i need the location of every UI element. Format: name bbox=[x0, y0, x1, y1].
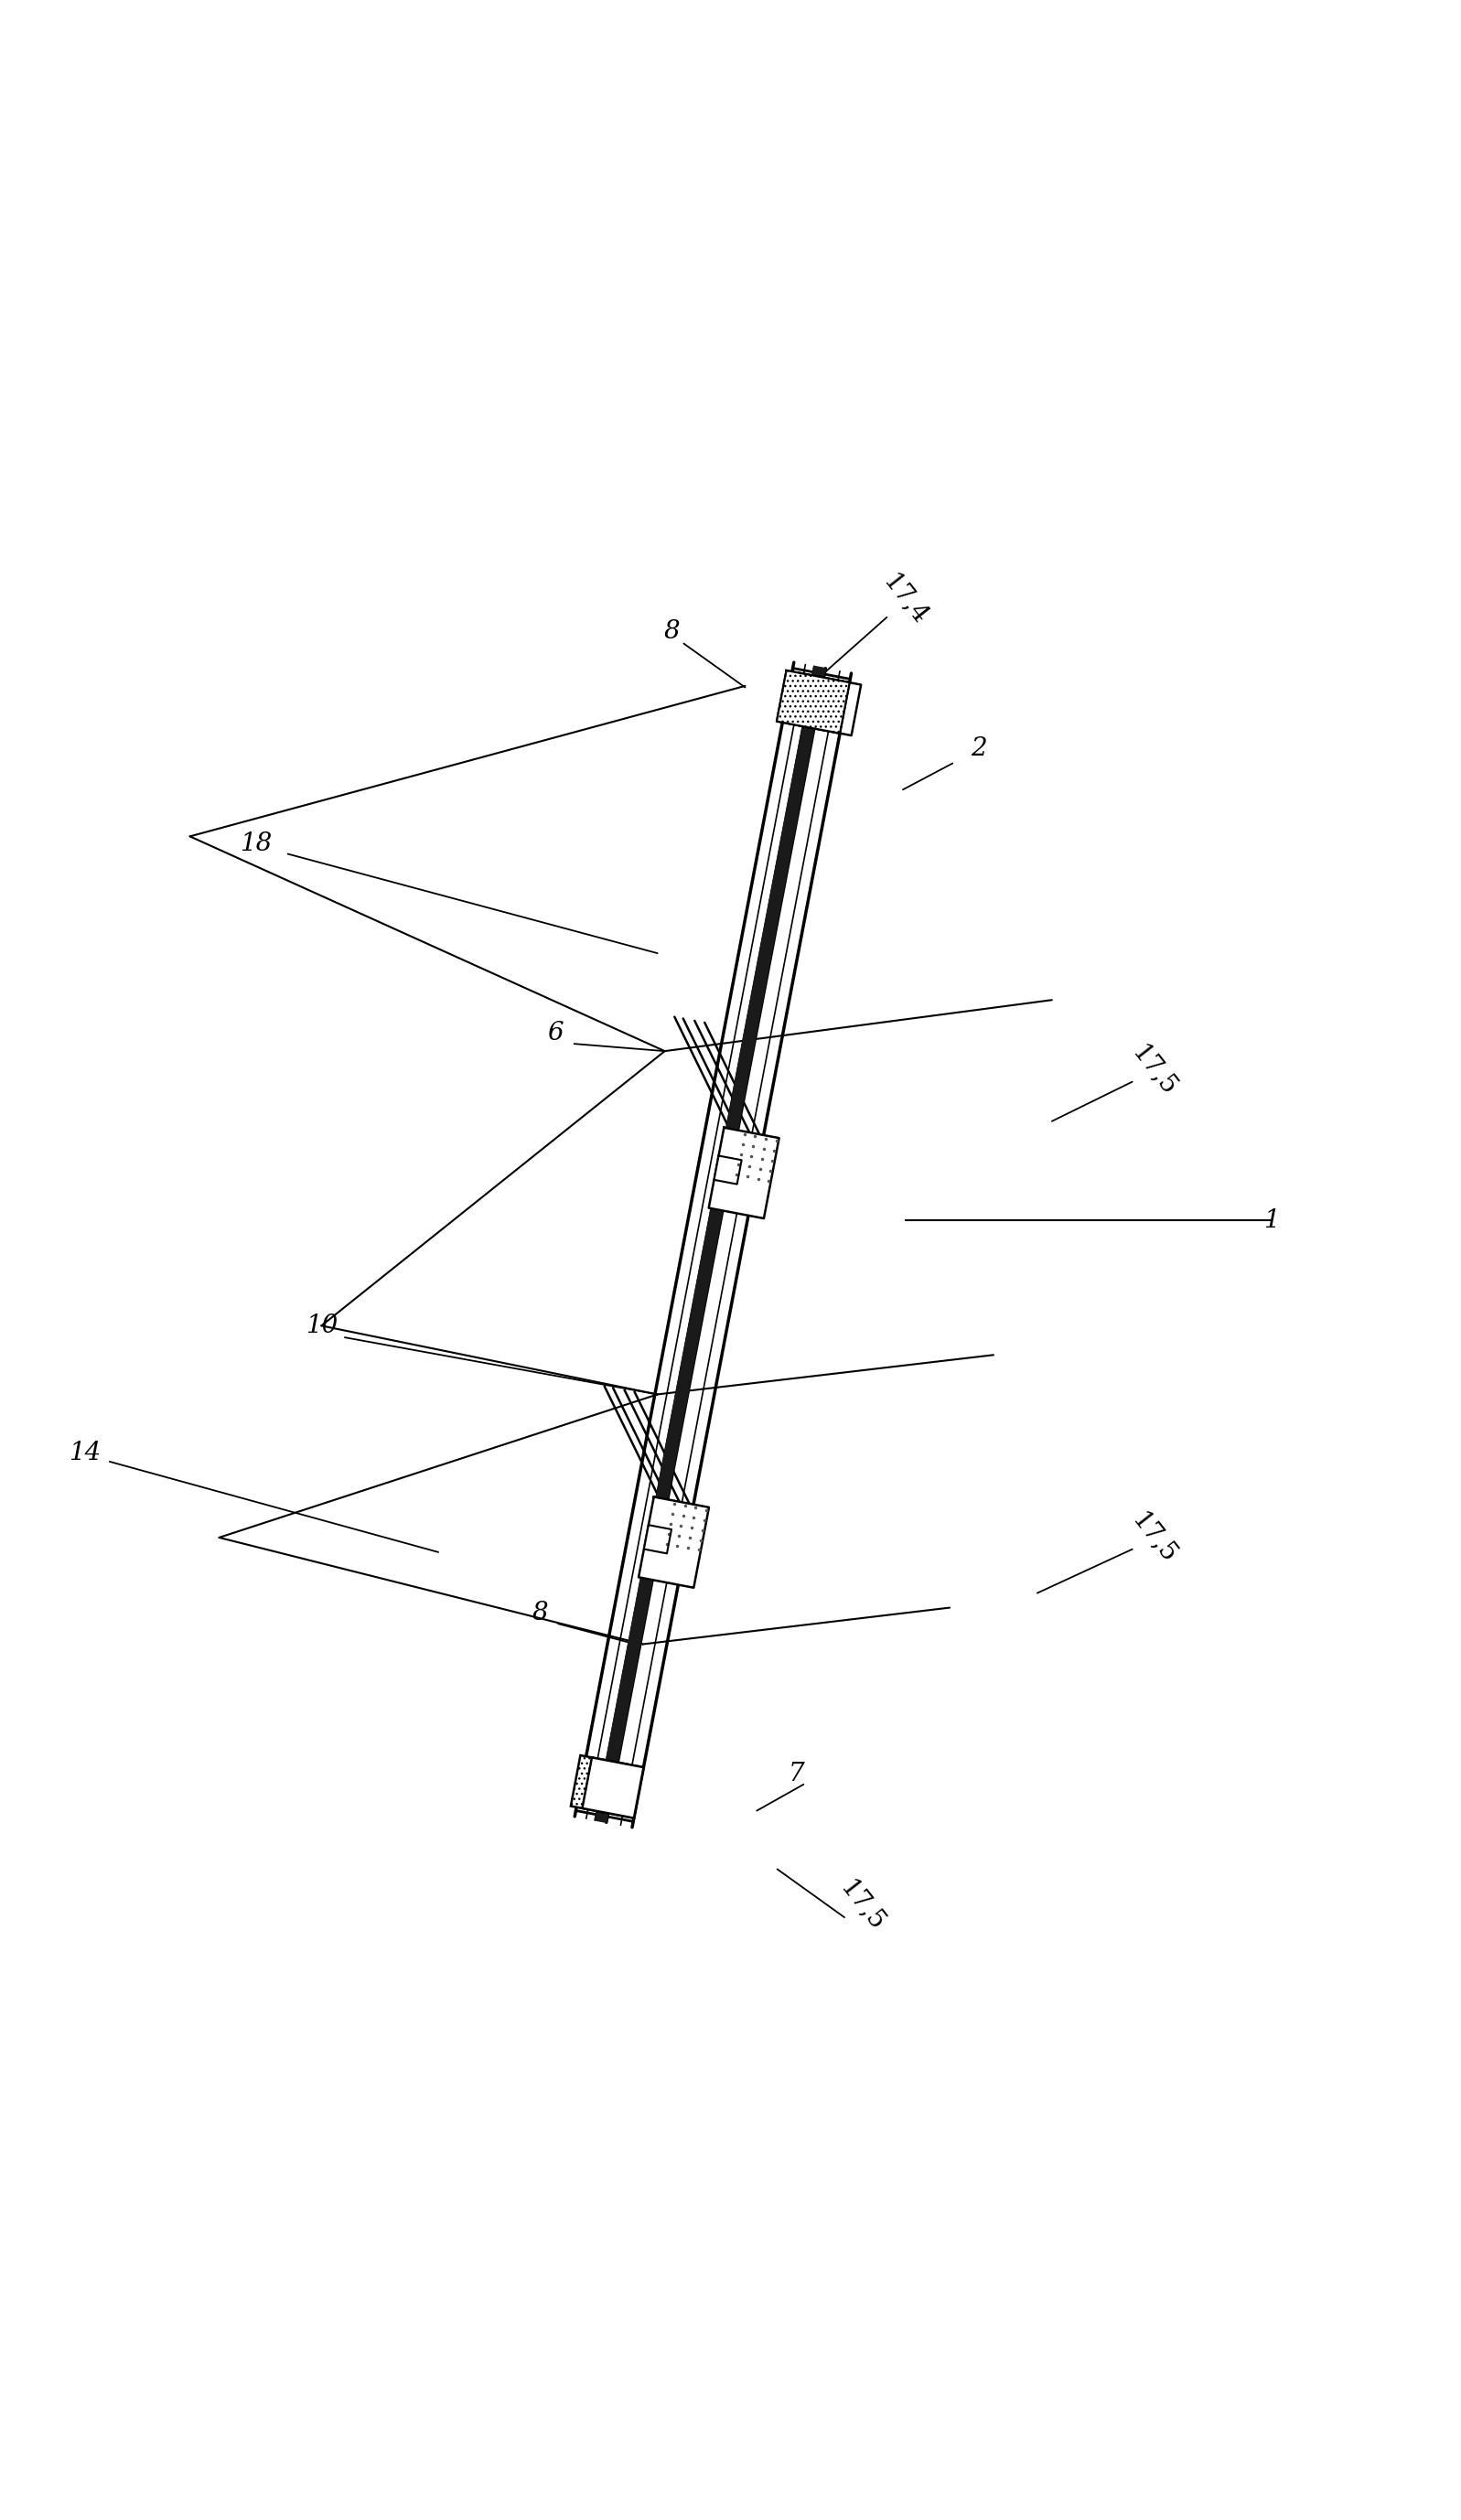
Text: 17,5: 17,5 bbox=[1126, 1507, 1182, 1567]
Polygon shape bbox=[571, 1756, 643, 1817]
Text: 1: 1 bbox=[1262, 1207, 1280, 1232]
Polygon shape bbox=[595, 665, 825, 1822]
Text: 8: 8 bbox=[663, 620, 681, 645]
Polygon shape bbox=[777, 670, 849, 733]
Text: 6: 6 bbox=[546, 1021, 564, 1046]
Text: 17,5: 17,5 bbox=[834, 1875, 890, 1935]
Polygon shape bbox=[714, 1157, 742, 1184]
Polygon shape bbox=[583, 1756, 643, 1817]
Polygon shape bbox=[644, 1525, 672, 1552]
Text: 17,4: 17,4 bbox=[878, 570, 934, 630]
Text: 17,5: 17,5 bbox=[1126, 1041, 1182, 1101]
Text: 10: 10 bbox=[305, 1313, 337, 1338]
Text: 14: 14 bbox=[69, 1441, 101, 1464]
Polygon shape bbox=[709, 1126, 779, 1217]
Text: 2: 2 bbox=[970, 736, 988, 761]
Polygon shape bbox=[789, 673, 849, 733]
Polygon shape bbox=[777, 670, 861, 736]
Text: 18: 18 bbox=[240, 832, 272, 857]
Text: 8: 8 bbox=[532, 1600, 549, 1625]
Text: 7: 7 bbox=[787, 1761, 805, 1787]
Polygon shape bbox=[638, 1497, 709, 1588]
